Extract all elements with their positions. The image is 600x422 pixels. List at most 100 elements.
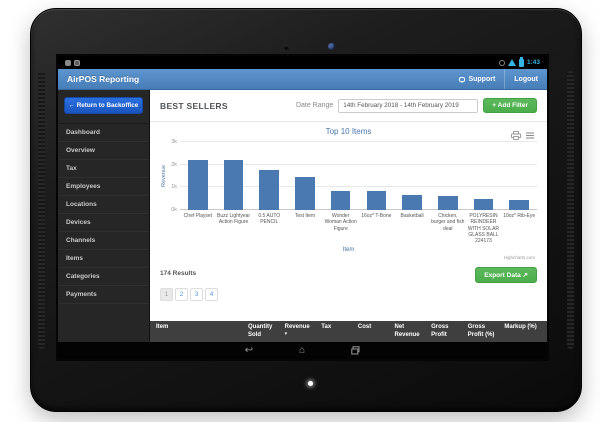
- x-category-label: Wonder Woman Action Figure: [324, 213, 357, 232]
- gridline: [180, 186, 537, 188]
- content-area: ← Return to Backoffice Dashboard Overview…: [58, 90, 547, 342]
- speaker-grille-left: [38, 71, 45, 349]
- column-label: Gross Profit: [431, 324, 449, 338]
- sidebar-item-tax[interactable]: Tax: [58, 160, 149, 178]
- nav-home-icon[interactable]: ⌂: [299, 344, 306, 356]
- gridline: [180, 163, 537, 165]
- column-label: Gross Profit (%): [467, 324, 495, 338]
- page-button-4[interactable]: 4: [205, 288, 218, 302]
- sidebar-item-payments[interactable]: Payments: [58, 286, 149, 304]
- y-axis-title: Revenue: [161, 164, 168, 188]
- app-title: AirPOS Reporting: [67, 74, 140, 84]
- android-nav-bar: ↩ ⌂: [58, 342, 547, 359]
- notification-icon: [74, 59, 80, 66]
- add-filter-button[interactable]: + Add Filter: [483, 98, 537, 113]
- android-status-bar: 1:43: [58, 56, 547, 69]
- chart-x-axis-labels: Chef Playset Buzz Lightyear Action Figure…: [180, 213, 537, 244]
- wifi-icon: [507, 59, 516, 66]
- bar-slot: [251, 142, 287, 210]
- column-header-cost[interactable]: Cost: [358, 324, 395, 340]
- sidebar-item-locations[interactable]: Locations: [58, 196, 149, 214]
- sidebar: ← Return to Backoffice Dashboard Overview…: [58, 90, 150, 342]
- page-button-3[interactable]: 3: [190, 288, 203, 302]
- column-header-quantity-sold[interactable]: Quantity Sold: [248, 324, 285, 340]
- chart-credit[interactable]: Highcharts.com: [503, 255, 535, 261]
- sidebar-menu: Dashboard Overview Tax Employees Locations De…: [58, 123, 149, 304]
- logout-link[interactable]: Logout: [504, 69, 547, 89]
- y-tick-label: 1k: [171, 184, 177, 191]
- status-bar-clock: 1:43: [526, 59, 540, 66]
- chart-export-menu-icon[interactable]: [525, 127, 535, 145]
- bar-slot: [466, 142, 502, 210]
- page-title: BEST SELLERS: [160, 100, 228, 111]
- main-panel: BEST SELLERS Date Range + Add Filter Top…: [150, 90, 547, 342]
- support-link[interactable]: Support: [450, 69, 504, 89]
- bar-4[interactable]: [295, 177, 315, 210]
- nav-recents-icon[interactable]: [351, 346, 360, 355]
- alarm-icon: [498, 59, 505, 66]
- x-category-label: POLYRESIN REINDEER WITH SOLAR GLASS BALL…: [467, 213, 500, 244]
- y-tick-label: 2k: [171, 161, 177, 168]
- bar-slot: [287, 142, 323, 210]
- bar-9[interactable]: [473, 198, 494, 210]
- y-tick-label: 0k: [171, 207, 177, 213]
- sidebar-item-employees[interactable]: Employees: [58, 178, 149, 196]
- front-camera: [328, 43, 335, 50]
- sidebar-item-dashboard[interactable]: Dashboard: [58, 124, 149, 142]
- bar-3[interactable]: [259, 170, 280, 210]
- column-header-markup[interactable]: Markup (%): [504, 324, 541, 340]
- bar-2[interactable]: [223, 160, 244, 210]
- bar-slot: [430, 142, 466, 210]
- x-category-label: Test Item: [294, 213, 316, 219]
- notification-led: [307, 381, 313, 386]
- sidebar-item-channels[interactable]: Channels: [58, 232, 149, 250]
- sidebar-item-categories[interactable]: Categories: [58, 268, 149, 286]
- column-header-gross-profit[interactable]: Gross Profit: [431, 324, 468, 340]
- bar-1[interactable]: [188, 160, 208, 210]
- column-header-gross-profit[interactable]: Gross Profit (%): [468, 324, 505, 340]
- bar-6[interactable]: [366, 190, 387, 210]
- tablet-device: 1:43 AirPOS Reporting Support Logout: [30, 8, 582, 412]
- bar-slot: [216, 142, 252, 210]
- column-header-tax[interactable]: Tax: [321, 324, 358, 340]
- report-toolbar: BEST SELLERS Date Range + Add Filter: [150, 90, 547, 122]
- bar-slot: [359, 142, 395, 210]
- sidebar-item-devices[interactable]: Devices: [58, 214, 149, 232]
- print-chart-icon[interactable]: [511, 127, 521, 145]
- column-header-revenue[interactable]: Revenue ▾: [285, 324, 322, 340]
- notification-icon: [65, 59, 71, 66]
- chart-title: Top 10 Items: [325, 127, 372, 136]
- bar-series: [180, 142, 537, 210]
- bar-7[interactable]: [402, 195, 422, 210]
- export-data-label: Export Data: [484, 272, 521, 280]
- bar-5[interactable]: [330, 190, 351, 210]
- column-header-item[interactable]: Item: [156, 324, 248, 340]
- gridline: [180, 209, 537, 210]
- sidebar-item-items[interactable]: Items: [58, 250, 149, 268]
- column-label: Cost: [357, 324, 372, 330]
- bar-slot: [501, 142, 537, 210]
- page-button-2[interactable]: 2: [175, 288, 188, 302]
- sidebar-item-overview[interactable]: Overview: [58, 142, 149, 160]
- column-header-net-revenue[interactable]: Net Revenue: [395, 324, 432, 340]
- battery-icon: [518, 56, 524, 67]
- bar-10[interactable]: [509, 199, 529, 210]
- page-button-1[interactable]: 1: [160, 288, 173, 302]
- export-data-button[interactable]: Export Data ↗: [475, 267, 537, 284]
- return-to-backoffice-button[interactable]: ← Return to Backoffice: [64, 97, 143, 114]
- x-category-label: Chicken, burger and fish deal: [431, 213, 465, 232]
- x-category-label: 0.5 AUTO PENCIL: [258, 213, 281, 226]
- return-to-backoffice-label: Return to Backoffice: [76, 102, 139, 109]
- date-range-input[interactable]: [338, 98, 479, 113]
- results-count: 174 Results: [160, 270, 197, 278]
- nav-back-icon[interactable]: ↩: [244, 344, 254, 356]
- column-label: Net Revenue: [394, 324, 420, 338]
- chart-y-axis: Revenue 0k 1k 2k 3k: [160, 139, 180, 213]
- light-sensor: [284, 45, 289, 50]
- bar-8[interactable]: [437, 195, 458, 210]
- x-category-label: Chef Playset: [183, 213, 213, 219]
- x-category-label: Buzz Lightyear Action Figure: [217, 213, 251, 226]
- speech-bubble-icon: [459, 76, 466, 83]
- results-row: 174 Results Export Data ↗: [160, 267, 537, 284]
